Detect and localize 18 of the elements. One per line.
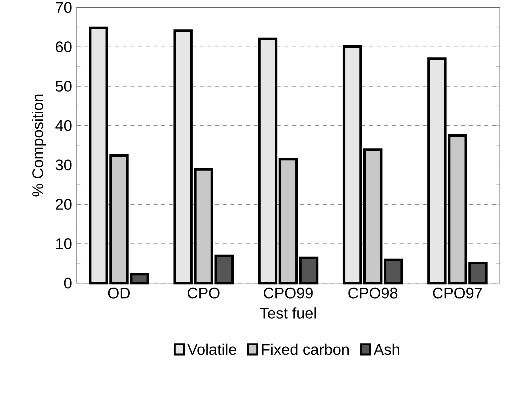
x-tick-label: OD — [108, 288, 130, 299]
legend-label: Ash — [374, 344, 400, 356]
y-tick-label: 0 — [64, 278, 72, 289]
legend-label: Volatile — [188, 344, 237, 356]
x-tick-label: CPO97 — [433, 288, 482, 299]
y-tick-label: 60 — [56, 42, 72, 53]
legend-label: Fixed carbon — [262, 344, 349, 356]
y-tick-label: 50 — [56, 81, 72, 92]
y-tick-label: 10 — [56, 238, 72, 250]
x-tick-label: CPO — [188, 288, 220, 299]
y-tick-label: 70 — [56, 2, 72, 14]
x-tick-label: CPO98 — [348, 288, 398, 299]
x-axis-title: Test fuel — [260, 308, 316, 320]
x-tick-label: CPO99 — [264, 288, 313, 299]
y-axis-title: % Composition — [32, 95, 46, 197]
y-tick-label: 40 — [56, 120, 72, 132]
y-tick-label: 20 — [56, 199, 72, 210]
y-tick-label: 30 — [56, 160, 72, 171]
